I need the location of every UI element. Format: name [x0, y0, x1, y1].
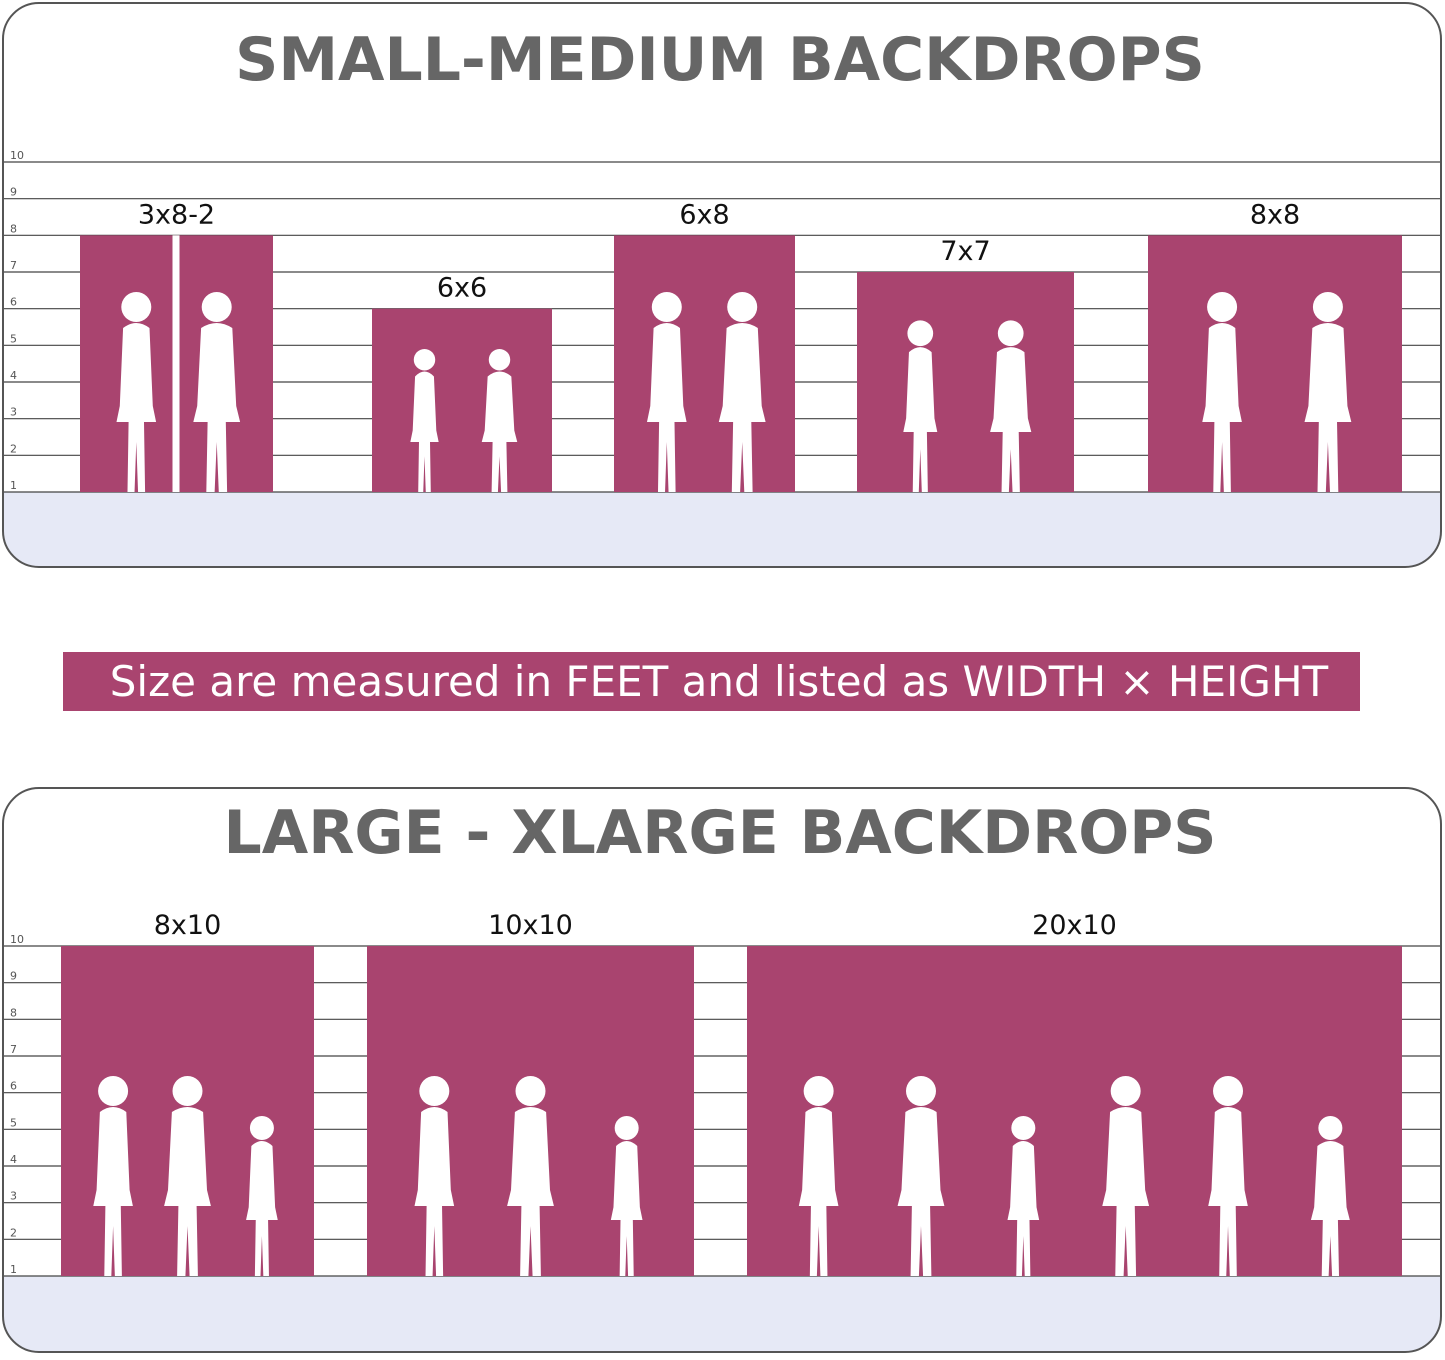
backdrop-label: 20x10 [1032, 910, 1117, 941]
panel-title: LARGE - XLARGE BACKDROPS [224, 798, 1217, 868]
silhouette [121, 292, 152, 322]
silhouette [201, 292, 232, 322]
note-banner [63, 652, 1360, 711]
backdrop [614, 235, 795, 493]
silhouette [651, 292, 682, 322]
y-tick-label: 2 [10, 1226, 17, 1239]
backdrop [372, 308, 552, 492]
backdrop [857, 272, 1074, 492]
backdrop-label: 10x10 [488, 910, 573, 941]
silhouette [1310, 1141, 1350, 1276]
silhouette [798, 1107, 839, 1276]
y-tick-label: 4 [10, 1153, 17, 1166]
note-text: Size are measured in FEET and listed as … [110, 657, 1329, 706]
silhouette [1213, 1076, 1244, 1106]
y-tick-label: 5 [10, 1116, 17, 1129]
silhouette [1208, 1107, 1248, 1276]
backdrop-label: 6x8 [679, 199, 729, 230]
silhouette [1007, 1141, 1040, 1276]
silhouette [1110, 1076, 1141, 1106]
y-tick-label: 8 [10, 222, 17, 235]
floor [3, 492, 1441, 567]
y-tick-label: 2 [10, 442, 17, 455]
silhouette [727, 292, 758, 322]
silhouette [410, 371, 439, 492]
panel-border [2, 2, 1442, 568]
silhouette [803, 1076, 834, 1106]
silhouette [172, 1076, 203, 1106]
y-tick-label: 10 [10, 149, 24, 162]
y-tick-label: 5 [10, 332, 17, 345]
panel-divider [172, 235, 180, 493]
silhouette [997, 320, 1024, 347]
silhouette [1318, 1116, 1343, 1140]
y-tick-label: 7 [10, 259, 17, 272]
y-tick-label: 7 [10, 1043, 17, 1056]
silhouette [1011, 1116, 1036, 1140]
y-tick-label: 4 [10, 369, 17, 382]
silhouette [515, 1076, 546, 1106]
silhouette [507, 1107, 554, 1276]
silhouette [193, 323, 241, 492]
y-tick-label: 6 [10, 296, 17, 309]
silhouette [419, 1076, 450, 1106]
backdrop-label: 8x10 [154, 910, 222, 941]
panel-border [2, 787, 1442, 1353]
silhouette [718, 323, 766, 492]
backdrop [1148, 235, 1402, 493]
backdrop-label: 8x8 [1250, 199, 1300, 230]
silhouette [614, 1116, 639, 1140]
panel: 1 2 3 4 5 6 7 8 9 10 8x10 10x10 20x10 [3, 788, 1441, 1352]
backdrop [747, 946, 1402, 1276]
y-tick-label: 3 [10, 1190, 17, 1203]
silhouette [1202, 323, 1242, 492]
backdrop-label: 3x8-2 [138, 199, 215, 230]
y-tick-label: 6 [10, 1080, 17, 1093]
y-tick-label: 3 [10, 406, 17, 419]
backdrop-label: 7x7 [940, 236, 990, 267]
y-tick-label: 9 [10, 970, 17, 983]
silhouette [93, 1107, 133, 1276]
silhouette [1312, 292, 1343, 322]
silhouette [98, 1076, 129, 1106]
silhouette [1207, 292, 1238, 322]
silhouette [990, 347, 1032, 492]
silhouette [164, 1107, 211, 1276]
silhouette [905, 1076, 936, 1106]
silhouette [903, 347, 938, 492]
backdrop-label: 6x6 [437, 273, 487, 304]
y-tick-label: 10 [10, 933, 24, 946]
silhouette [646, 323, 687, 492]
silhouette [488, 349, 511, 371]
silhouette [897, 1107, 945, 1276]
panel-title: SMALL-MEDIUM BACKDROPS [235, 25, 1205, 95]
silhouette [246, 1141, 278, 1276]
silhouette [413, 349, 436, 371]
silhouette [610, 1141, 643, 1276]
silhouette [1304, 323, 1352, 492]
y-tick-label: 1 [10, 479, 17, 492]
silhouette [414, 1107, 455, 1276]
silhouette [1102, 1107, 1150, 1276]
y-tick-label: 8 [10, 1006, 17, 1019]
silhouette [481, 371, 518, 492]
silhouette [907, 320, 934, 347]
floor [3, 1276, 1441, 1352]
silhouette [249, 1116, 274, 1140]
silhouette [116, 323, 157, 492]
y-tick-label: 1 [10, 1263, 17, 1276]
panel: 1 2 3 4 5 6 7 8 9 10 3x8-2 6x6 6x8 7x7 8x8 [3, 3, 1441, 567]
y-tick-label: 9 [10, 186, 17, 199]
